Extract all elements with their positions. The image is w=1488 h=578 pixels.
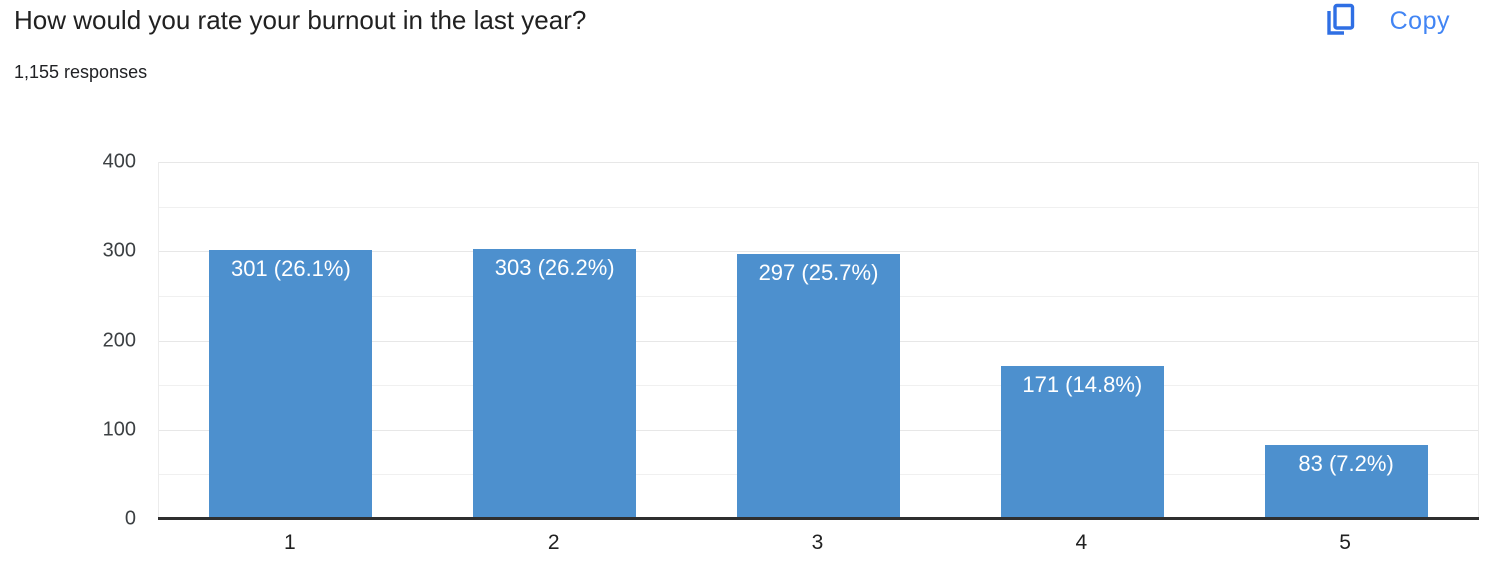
bar-value-label: 303 (26.2%) bbox=[494, 254, 615, 280]
y-tick-label: 400 bbox=[102, 150, 136, 173]
gridline bbox=[159, 206, 1478, 208]
bar-category-2: 303 (26.2%) bbox=[473, 248, 637, 519]
copy-button-label: Copy bbox=[1389, 6, 1450, 35]
bar-value-label: 301 (26.1%) bbox=[230, 256, 351, 282]
copy-button[interactable]: Copy bbox=[1322, 2, 1450, 40]
bar-category-3: 297 (25.7%) bbox=[737, 253, 900, 519]
y-tick-label: 0 bbox=[124, 507, 136, 530]
gridline bbox=[159, 162, 1478, 163]
bar-value-label: 171 (14.8%) bbox=[1022, 372, 1143, 398]
copy-icon bbox=[1322, 2, 1358, 40]
plot-area: 301 (26.1%) 303 (26.2%) 297 (25.7%) 171 (14… bbox=[158, 162, 1479, 520]
bar-category-5: 83 (7.2%) bbox=[1264, 444, 1428, 519]
y-tick-label: 200 bbox=[102, 329, 136, 351]
x-axis: 1 2 3 4 5 bbox=[158, 519, 1477, 564]
x-tick-label: 4 bbox=[1075, 531, 1088, 554]
x-tick-label: 1 bbox=[284, 531, 296, 554]
y-tick-label: 300 bbox=[102, 239, 136, 262]
bar-category-4: 171 (14.8%) bbox=[1000, 366, 1164, 519]
x-tick-label: 5 bbox=[1339, 531, 1351, 554]
x-tick-label: 3 bbox=[811, 531, 824, 554]
response-count: 1,155 responses bbox=[14, 62, 148, 82]
x-axis-line bbox=[158, 517, 1479, 520]
x-tick-label: 2 bbox=[547, 531, 560, 554]
bar-category-1: 301 (26.1%) bbox=[209, 250, 373, 519]
y-tick-label: 100 bbox=[102, 418, 136, 441]
y-axis: 0 100 200 300 400 bbox=[0, 151, 147, 530]
question-title: How would you rate your burnout in the l… bbox=[14, 5, 587, 35]
bar-value-label: 297 (25.7%) bbox=[758, 259, 879, 285]
gridline bbox=[159, 251, 1478, 253]
bar-value-label: 83 (7.2%) bbox=[1298, 450, 1394, 476]
